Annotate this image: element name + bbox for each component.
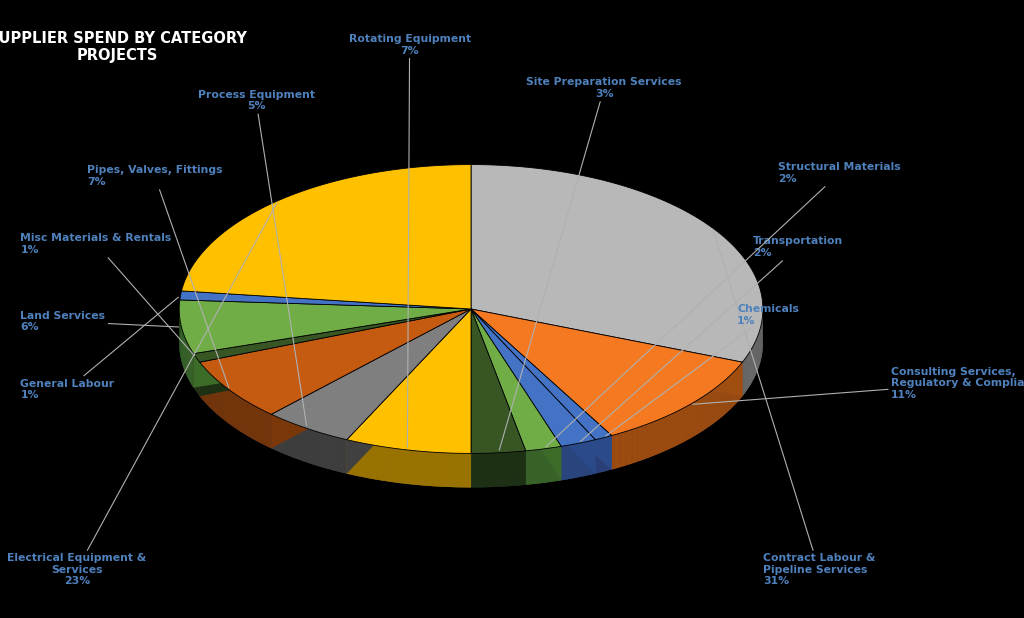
Polygon shape (347, 309, 471, 473)
Polygon shape (271, 309, 471, 439)
Text: Structural Materials
2%: Structural Materials 2% (546, 163, 901, 447)
Polygon shape (471, 309, 595, 473)
Text: Rotating Equipment
7%: Rotating Equipment 7% (348, 34, 471, 447)
Polygon shape (471, 309, 595, 473)
Text: Misc Materials & Rentals
1%: Misc Materials & Rentals 1% (20, 234, 195, 356)
Text: Electrical Equipment &
Services
23%: Electrical Equipment & Services 23% (7, 203, 276, 586)
Polygon shape (200, 309, 471, 396)
Polygon shape (471, 309, 561, 480)
Polygon shape (347, 309, 471, 473)
Polygon shape (471, 309, 611, 439)
Polygon shape (471, 309, 525, 485)
Text: Transportation
2%: Transportation 2% (581, 237, 843, 441)
Polygon shape (471, 309, 561, 480)
Polygon shape (200, 309, 471, 396)
Polygon shape (471, 309, 595, 446)
Polygon shape (471, 309, 742, 436)
Polygon shape (271, 309, 471, 448)
Polygon shape (471, 309, 742, 396)
Polygon shape (471, 309, 611, 470)
Polygon shape (347, 309, 471, 473)
Polygon shape (194, 309, 471, 387)
Polygon shape (471, 309, 611, 470)
Polygon shape (471, 309, 561, 480)
Polygon shape (200, 309, 471, 414)
Polygon shape (271, 309, 471, 448)
Polygon shape (194, 309, 471, 387)
Polygon shape (471, 309, 595, 473)
Polygon shape (200, 309, 471, 396)
Text: SUPPLIER SPEND BY CATEGORY
PROJECTS: SUPPLIER SPEND BY CATEGORY PROJECTS (0, 31, 247, 63)
Text: Consulting Services,
Regulatory & Compliance
11%: Consulting Services, Regulatory & Compli… (692, 366, 1024, 404)
Polygon shape (271, 309, 471, 448)
Ellipse shape (179, 198, 763, 488)
Polygon shape (471, 309, 742, 396)
Polygon shape (471, 309, 525, 485)
Polygon shape (347, 309, 471, 454)
Polygon shape (742, 361, 743, 396)
Polygon shape (471, 309, 561, 451)
Text: Chemicals
1%: Chemicals 1% (606, 305, 799, 436)
Polygon shape (471, 309, 595, 473)
Polygon shape (179, 300, 471, 353)
Polygon shape (181, 164, 471, 309)
Polygon shape (471, 309, 525, 454)
Text: Pipes, Valves, Fittings
7%: Pipes, Valves, Fittings 7% (87, 166, 228, 387)
Polygon shape (471, 164, 763, 362)
Polygon shape (471, 309, 742, 396)
Text: Process Equipment
5%: Process Equipment 5% (198, 90, 314, 426)
Polygon shape (194, 309, 471, 387)
Polygon shape (471, 309, 611, 470)
Text: General Labour
1%: General Labour 1% (20, 297, 178, 400)
Polygon shape (471, 309, 525, 485)
Polygon shape (471, 309, 611, 470)
Polygon shape (200, 309, 471, 396)
Polygon shape (271, 309, 471, 448)
Text: Land Services
6%: Land Services 6% (20, 311, 179, 332)
Text: Contract Labour &
Pipeline Services
31%: Contract Labour & Pipeline Services 31% (714, 231, 876, 586)
Polygon shape (471, 309, 742, 396)
Polygon shape (471, 309, 561, 480)
Text: Site Preparation Services
3%: Site Preparation Services 3% (500, 77, 682, 450)
Polygon shape (471, 309, 525, 485)
Polygon shape (742, 361, 743, 396)
Polygon shape (194, 309, 471, 387)
Polygon shape (347, 309, 471, 473)
Polygon shape (194, 309, 471, 362)
Polygon shape (180, 291, 471, 309)
